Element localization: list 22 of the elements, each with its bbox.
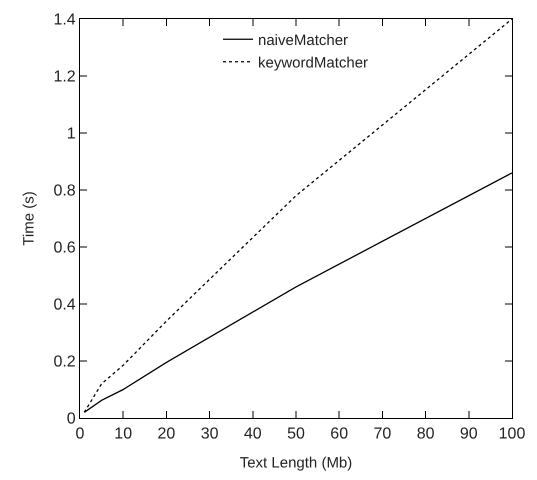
y-tick-label: 0 (66, 410, 76, 428)
x-axis-title: Text Length (Mb) (240, 454, 352, 472)
y-tick-label: 0.4 (53, 296, 76, 314)
y-tick-label: 1 (66, 126, 76, 143)
x-tick-label: 30 (200, 425, 219, 442)
y-tick-label: 1.2 (53, 68, 76, 86)
y-tick-label: 0.6 (53, 240, 76, 257)
x-tick-label: 40 (244, 425, 262, 442)
y-tick-label: 0.8 (53, 182, 76, 200)
x-tick-label: 50 (287, 425, 305, 442)
legend-label: keywordMatcher (258, 54, 368, 72)
x-tick-label: 70 (374, 425, 392, 442)
x-tick-label: 20 (158, 425, 176, 442)
y-axis-title: Time (s) (20, 191, 38, 246)
y-tick-label: 1.4 (53, 12, 76, 29)
x-tick-label: 60 (330, 425, 348, 442)
x-tick-label: 100 (498, 425, 526, 442)
y-tick-label: 0.2 (53, 354, 76, 371)
x-tick-label: 10 (114, 425, 132, 442)
x-tick-label: 90 (460, 425, 478, 442)
x-tick-label: 80 (416, 425, 435, 442)
legend-label: naiveMatcher (258, 32, 348, 50)
